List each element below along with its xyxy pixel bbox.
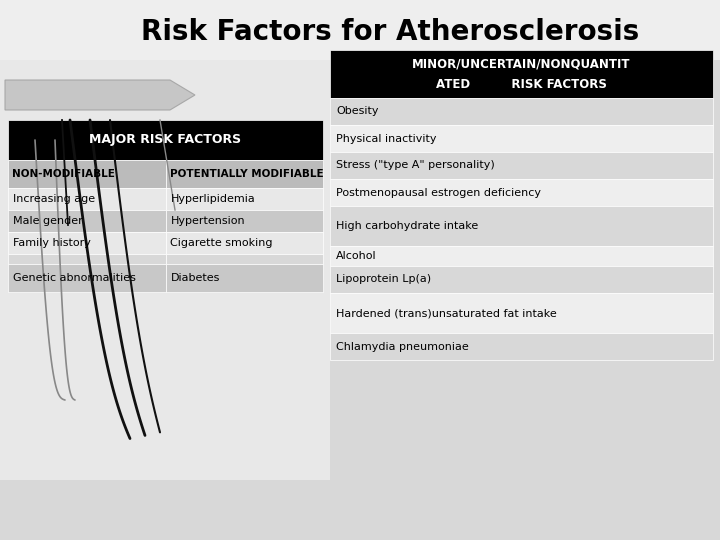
Text: Hardened (trans)unsaturated fat intake: Hardened (trans)unsaturated fat intake: [336, 308, 557, 318]
Bar: [8, 120, 323, 160]
Bar: [0, 60, 330, 480]
Bar: [166, 264, 323, 292]
Bar: [8, 210, 166, 232]
Text: Risk Factors for Atherosclerosis: Risk Factors for Atherosclerosis: [141, 18, 639, 46]
Bar: [330, 266, 713, 293]
Bar: [0, 0, 720, 60]
Bar: [8, 254, 166, 264]
Text: Physical inactivity: Physical inactivity: [336, 133, 436, 144]
Text: Family history: Family history: [13, 238, 91, 248]
Bar: [166, 232, 323, 254]
Text: Obesity: Obesity: [336, 106, 379, 117]
Text: High carbohydrate intake: High carbohydrate intake: [336, 221, 478, 231]
Bar: [60, 0, 720, 60]
Text: Hypertension: Hypertension: [171, 216, 245, 226]
Text: Genetic abnormalities: Genetic abnormalities: [13, 273, 136, 283]
Text: MAJOR RISK FACTORS: MAJOR RISK FACTORS: [89, 133, 242, 146]
Text: POTENTIALLY MODIFIABLE: POTENTIALLY MODIFIABLE: [169, 169, 323, 179]
Bar: [330, 333, 713, 360]
Bar: [166, 160, 323, 188]
Text: Diabetes: Diabetes: [171, 273, 220, 283]
Bar: [330, 293, 713, 333]
Text: Lipoprotein Lp(a): Lipoprotein Lp(a): [336, 274, 431, 285]
Text: ATED          RISK FACTORS: ATED RISK FACTORS: [436, 78, 607, 91]
Bar: [330, 246, 713, 266]
Text: Cigarette smoking: Cigarette smoking: [171, 238, 273, 248]
Bar: [330, 125, 713, 152]
Bar: [330, 98, 713, 125]
Bar: [166, 254, 323, 264]
Bar: [8, 188, 166, 210]
Bar: [330, 206, 713, 246]
Bar: [8, 160, 166, 188]
Text: Alcohol: Alcohol: [336, 251, 377, 261]
Bar: [8, 264, 166, 292]
Text: NON-MODIFIABLE: NON-MODIFIABLE: [12, 169, 115, 179]
Text: MINOR/UNCERTAIN/NONQUANTIT: MINOR/UNCERTAIN/NONQUANTIT: [413, 57, 631, 71]
Bar: [8, 232, 166, 254]
Text: Increasing age: Increasing age: [13, 194, 95, 204]
Bar: [330, 50, 713, 98]
Text: Chlamydia pneumoniae: Chlamydia pneumoniae: [336, 341, 469, 352]
Bar: [330, 152, 713, 179]
Text: Stress ("type A" personality): Stress ("type A" personality): [336, 160, 495, 171]
Bar: [330, 179, 713, 206]
Polygon shape: [5, 80, 195, 110]
Text: Male gender: Male gender: [13, 216, 83, 226]
Bar: [166, 188, 323, 210]
Text: Hyperlipidemia: Hyperlipidemia: [171, 194, 256, 204]
Text: Postmenopausal estrogen deficiency: Postmenopausal estrogen deficiency: [336, 187, 541, 198]
Bar: [166, 210, 323, 232]
